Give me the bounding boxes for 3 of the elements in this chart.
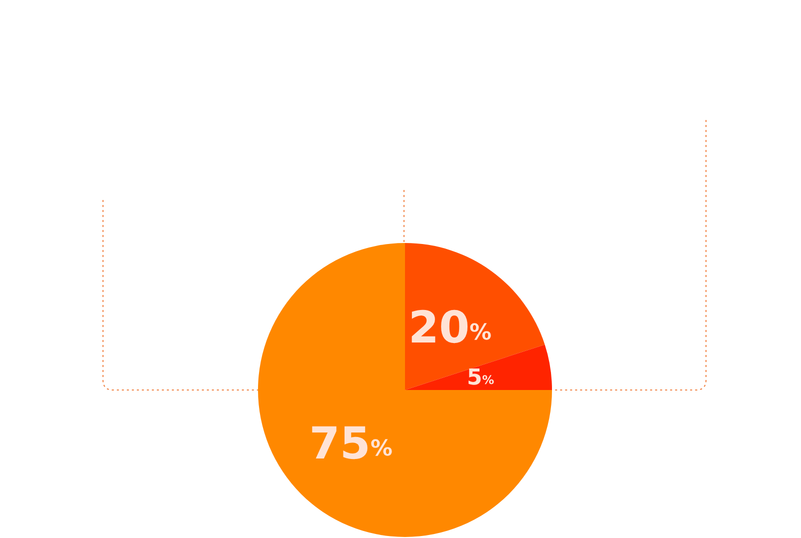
data-label: 5% [466, 366, 494, 391]
data-label: 75% [309, 418, 393, 470]
data-label: 20% [408, 302, 492, 354]
